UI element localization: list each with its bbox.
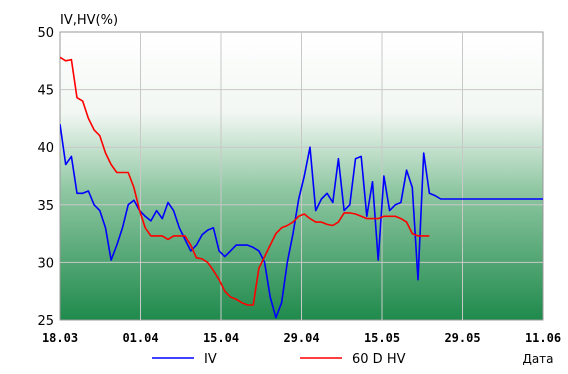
legend-hv-label: 60 D HV	[352, 352, 406, 367]
y-axis-title: IV,HV(%)	[60, 13, 118, 28]
x-tick-label: 11.06	[525, 331, 561, 345]
x-axis-title: Дата	[522, 352, 553, 366]
series-layer	[60, 56, 543, 319]
x-tick-label: 29.04	[283, 331, 319, 345]
x-tick-label: 01.04	[122, 331, 158, 345]
y-tick-label: 25	[37, 314, 54, 329]
x-tick-label: 18.03	[42, 331, 78, 345]
y-tick-label: 50	[37, 26, 54, 41]
y-tick-label: 35	[37, 199, 54, 214]
y-tick-label: 45	[37, 84, 54, 99]
x-tick-label: 15.05	[364, 331, 400, 345]
tick-labels: 25 30 35 40 45 50 18.03 01.04 15.04 29.04 15.05 29.…	[37, 26, 561, 345]
y-tick-label: 40	[37, 141, 54, 156]
series-hv-line	[60, 56, 430, 306]
legend: IV 60 D HV	[152, 352, 406, 367]
grid-lines	[60, 32, 543, 320]
x-tick-label: 15.04	[203, 331, 239, 345]
legend-iv-label: IV	[204, 352, 217, 367]
y-tick-label: 30	[37, 256, 54, 271]
x-tick-label: 29.05	[444, 331, 480, 345]
